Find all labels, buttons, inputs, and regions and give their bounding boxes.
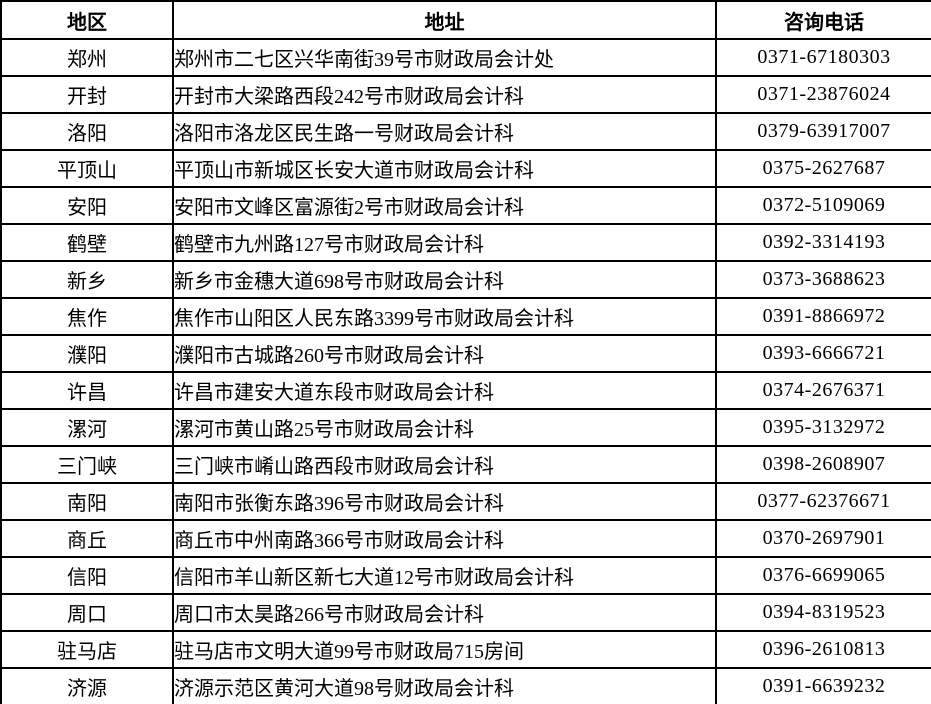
phone-cell: 0379-63917007: [715, 112, 931, 151]
table-row: 新乡 新乡市金穗大道698号市财政局会计科 0373-3688623: [0, 260, 931, 299]
region-cell: 新乡: [0, 260, 174, 299]
phone-cell: 0374-2676371: [715, 371, 931, 410]
table-row: 郑州 郑州市二七区兴华南街39号市财政局会计处 0371-67180303: [0, 38, 931, 77]
address-cell: 漯河市黄山路25号市财政局会计科: [172, 408, 717, 447]
address-cell: 平顶山市新城区长安大道市财政局会计科: [172, 149, 717, 188]
phone-cell: 0391-8866972: [715, 297, 931, 336]
region-cell: 郑州: [0, 38, 174, 77]
header-row: 地区 地址 咨询电话: [0, 0, 931, 40]
address-cell: 开封市大梁路西段242号市财政局会计科: [172, 75, 717, 114]
address-cell: 三门峡市崤山路西段市财政局会计科: [172, 445, 717, 484]
address-cell: 驻马店市文明大道99号市财政局715房间: [172, 630, 717, 669]
address-cell: 洛阳市洛龙区民生路一号财政局会计科: [172, 112, 717, 151]
phone-cell: 0391-6639232: [715, 667, 931, 704]
address-cell: 济源示范区黄河大道98号财政局会计科: [172, 667, 717, 704]
address-cell: 商丘市中州南路366号市财政局会计科: [172, 519, 717, 558]
table-row: 济源 济源示范区黄河大道98号财政局会计科 0391-6639232: [0, 667, 931, 704]
region-cell: 三门峡: [0, 445, 174, 484]
address-cell: 濮阳市古城路260号市财政局会计科: [172, 334, 717, 373]
phone-cell: 0373-3688623: [715, 260, 931, 299]
address-cell: 焦作市山阳区人民东路3399号市财政局会计科: [172, 297, 717, 336]
address-cell: 信阳市羊山新区新七大道12号市财政局会计科: [172, 556, 717, 595]
region-cell: 焦作: [0, 297, 174, 336]
table-row: 平顶山 平顶山市新城区长安大道市财政局会计科 0375-2627687: [0, 149, 931, 188]
table-row: 洛阳 洛阳市洛龙区民生路一号财政局会计科 0379-63917007: [0, 112, 931, 151]
address-cell: 郑州市二七区兴华南街39号市财政局会计处: [172, 38, 717, 77]
table-row: 南阳 南阳市张衡东路396号市财政局会计科 0377-62376671: [0, 482, 931, 521]
phone-cell: 0393-6666721: [715, 334, 931, 373]
phone-cell: 0371-67180303: [715, 38, 931, 77]
table-row: 漯河 漯河市黄山路25号市财政局会计科 0395-3132972: [0, 408, 931, 447]
table-row: 焦作 焦作市山阳区人民东路3399号市财政局会计科 0391-8866972: [0, 297, 931, 336]
table-row: 开封 开封市大梁路西段242号市财政局会计科 0371-23876024: [0, 75, 931, 114]
phone-cell: 0372-5109069: [715, 186, 931, 225]
region-cell: 平顶山: [0, 149, 174, 188]
column-header-phone: 咨询电话: [715, 0, 931, 40]
phone-cell: 0396-2610813: [715, 630, 931, 669]
address-cell: 新乡市金穗大道698号市财政局会计科: [172, 260, 717, 299]
region-cell: 开封: [0, 75, 174, 114]
phone-cell: 0371-23876024: [715, 75, 931, 114]
phone-cell: 0377-62376671: [715, 482, 931, 521]
region-cell: 洛阳: [0, 112, 174, 151]
address-cell: 安阳市文峰区富源街2号市财政局会计科: [172, 186, 717, 225]
address-cell: 鹤壁市九州路127号市财政局会计科: [172, 223, 717, 262]
address-cell: 周口市太昊路266号市财政局会计科: [172, 593, 717, 632]
table-row: 安阳 安阳市文峰区富源街2号市财政局会计科 0372-5109069: [0, 186, 931, 225]
table-row: 三门峡 三门峡市崤山路西段市财政局会计科 0398-2608907: [0, 445, 931, 484]
table-row: 许昌 许昌市建安大道东段市财政局会计科 0374-2676371: [0, 371, 931, 410]
phone-cell: 0395-3132972: [715, 408, 931, 447]
phone-cell: 0376-6699065: [715, 556, 931, 595]
phone-cell: 0394-8319523: [715, 593, 931, 632]
table-row: 信阳 信阳市羊山新区新七大道12号市财政局会计科 0376-6699065: [0, 556, 931, 595]
region-cell: 许昌: [0, 371, 174, 410]
region-cell: 商丘: [0, 519, 174, 558]
region-cell: 安阳: [0, 186, 174, 225]
table-row: 驻马店 驻马店市文明大道99号市财政局715房间 0396-2610813: [0, 630, 931, 669]
table-row: 濮阳 濮阳市古城路260号市财政局会计科 0393-6666721: [0, 334, 931, 373]
column-header-address: 地址: [172, 0, 717, 40]
address-cell: 南阳市张衡东路396号市财政局会计科: [172, 482, 717, 521]
phone-cell: 0392-3314193: [715, 223, 931, 262]
region-cell: 驻马店: [0, 630, 174, 669]
table-row: 商丘 商丘市中州南路366号市财政局会计科 0370-2697901: [0, 519, 931, 558]
region-cell: 济源: [0, 667, 174, 704]
table-row: 周口 周口市太昊路266号市财政局会计科 0394-8319523: [0, 593, 931, 632]
address-cell: 许昌市建安大道东段市财政局会计科: [172, 371, 717, 410]
phone-cell: 0398-2608907: [715, 445, 931, 484]
region-cell: 鹤壁: [0, 223, 174, 262]
phone-cell: 0370-2697901: [715, 519, 931, 558]
region-cell: 周口: [0, 593, 174, 632]
region-cell: 南阳: [0, 482, 174, 521]
phone-cell: 0375-2627687: [715, 149, 931, 188]
region-cell: 濮阳: [0, 334, 174, 373]
column-header-region: 地区: [0, 0, 174, 40]
table-body: 郑州 郑州市二七区兴华南街39号市财政局会计处 0371-67180303 开封 开封市…: [0, 38, 931, 704]
region-cell: 信阳: [0, 556, 174, 595]
table-row: 鹤壁 鹤壁市九州路127号市财政局会计科 0392-3314193: [0, 223, 931, 262]
region-cell: 漯河: [0, 408, 174, 447]
